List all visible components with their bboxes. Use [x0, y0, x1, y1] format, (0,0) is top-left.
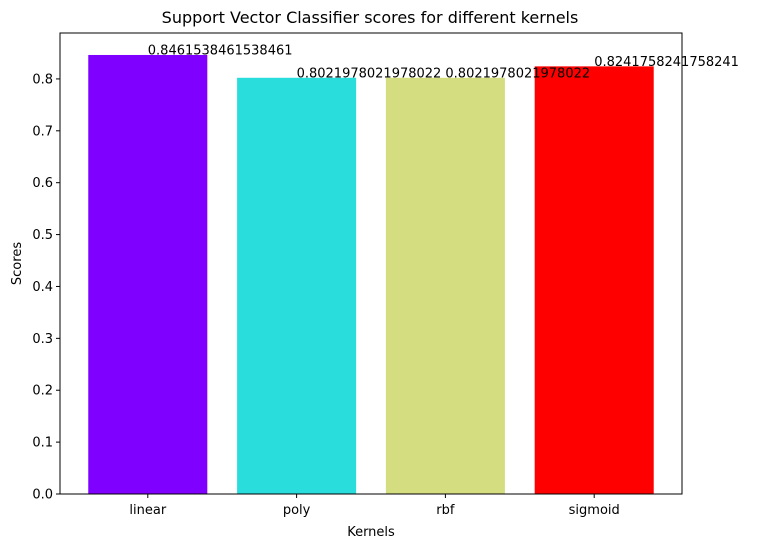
value-label-poly: 0.8021978021978022 [297, 66, 442, 81]
y-axis-label: Scores [10, 242, 25, 285]
bar-linear [88, 54, 208, 494]
y-tick-label: 0.4 [32, 280, 53, 295]
x-tick-label-rbf: rbf [436, 503, 455, 518]
bar-poly [237, 77, 357, 494]
value-label-sigmoid: 0.8241758241758241 [594, 55, 739, 70]
plot-frame [59, 32, 683, 495]
y-tick-label: 0.1 [32, 436, 53, 451]
bar-rbf [385, 77, 505, 494]
bars-layer [88, 54, 654, 495]
x-axis-label: Kernels [347, 525, 395, 540]
value-label-linear: 0.8461538461538461 [148, 43, 293, 58]
y-tick-label: 0.3 [32, 332, 53, 347]
y-tick-label: 0.7 [32, 124, 53, 139]
y-axis: 0.0 0.1 0.2 0.3 0.4 0.5 0.6 0.7 0.8 [32, 72, 60, 503]
value-labels-layer: 0.8461538461538461 0.8021978021978022 0.80… [148, 43, 739, 81]
x-tick-label-poly: poly [283, 503, 311, 518]
bar-sigmoid [534, 66, 654, 495]
y-tick-label: 0.2 [32, 384, 53, 399]
x-tick-label-sigmoid: sigmoid [569, 503, 620, 518]
x-axis: linear poly rbf sigmoid [129, 494, 620, 518]
x-tick-label-linear: linear [129, 503, 166, 518]
value-label-rbf: 0.8021978021978022 [445, 66, 590, 81]
chart-title: Support Vector Classifier scores for dif… [162, 8, 579, 27]
y-tick-label: 0.6 [32, 176, 53, 191]
y-tick-label: 0.5 [32, 228, 53, 243]
y-tick-label: 0.0 [32, 488, 53, 503]
y-tick-label: 0.8 [32, 72, 53, 87]
